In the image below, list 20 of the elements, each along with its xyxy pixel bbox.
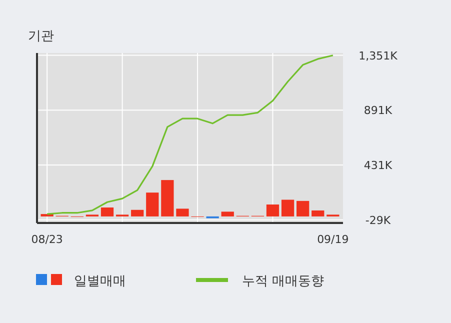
y-tick-label: 431K <box>364 159 393 172</box>
line-series <box>46 54 334 215</box>
bar <box>266 204 280 216</box>
bar <box>161 180 174 216</box>
y-tick-label: 1,351K <box>358 49 398 62</box>
bar <box>100 207 114 216</box>
x-tick-label: 09/19 <box>317 233 349 246</box>
chart-title: 기관 <box>28 29 54 44</box>
bar <box>176 208 189 216</box>
legend-label: 누적 매매동향 <box>242 274 324 289</box>
bar <box>221 212 234 216</box>
bar <box>146 192 159 216</box>
bar <box>281 200 294 216</box>
y-tick-label: -29K <box>365 214 392 227</box>
legend-label: 일별매매 <box>74 274 126 289</box>
bar <box>296 200 310 216</box>
bar <box>312 210 324 216</box>
bar <box>131 210 144 216</box>
y-tick-label: 891K <box>364 104 393 118</box>
x-tick-label: 08/23 <box>31 233 63 246</box>
